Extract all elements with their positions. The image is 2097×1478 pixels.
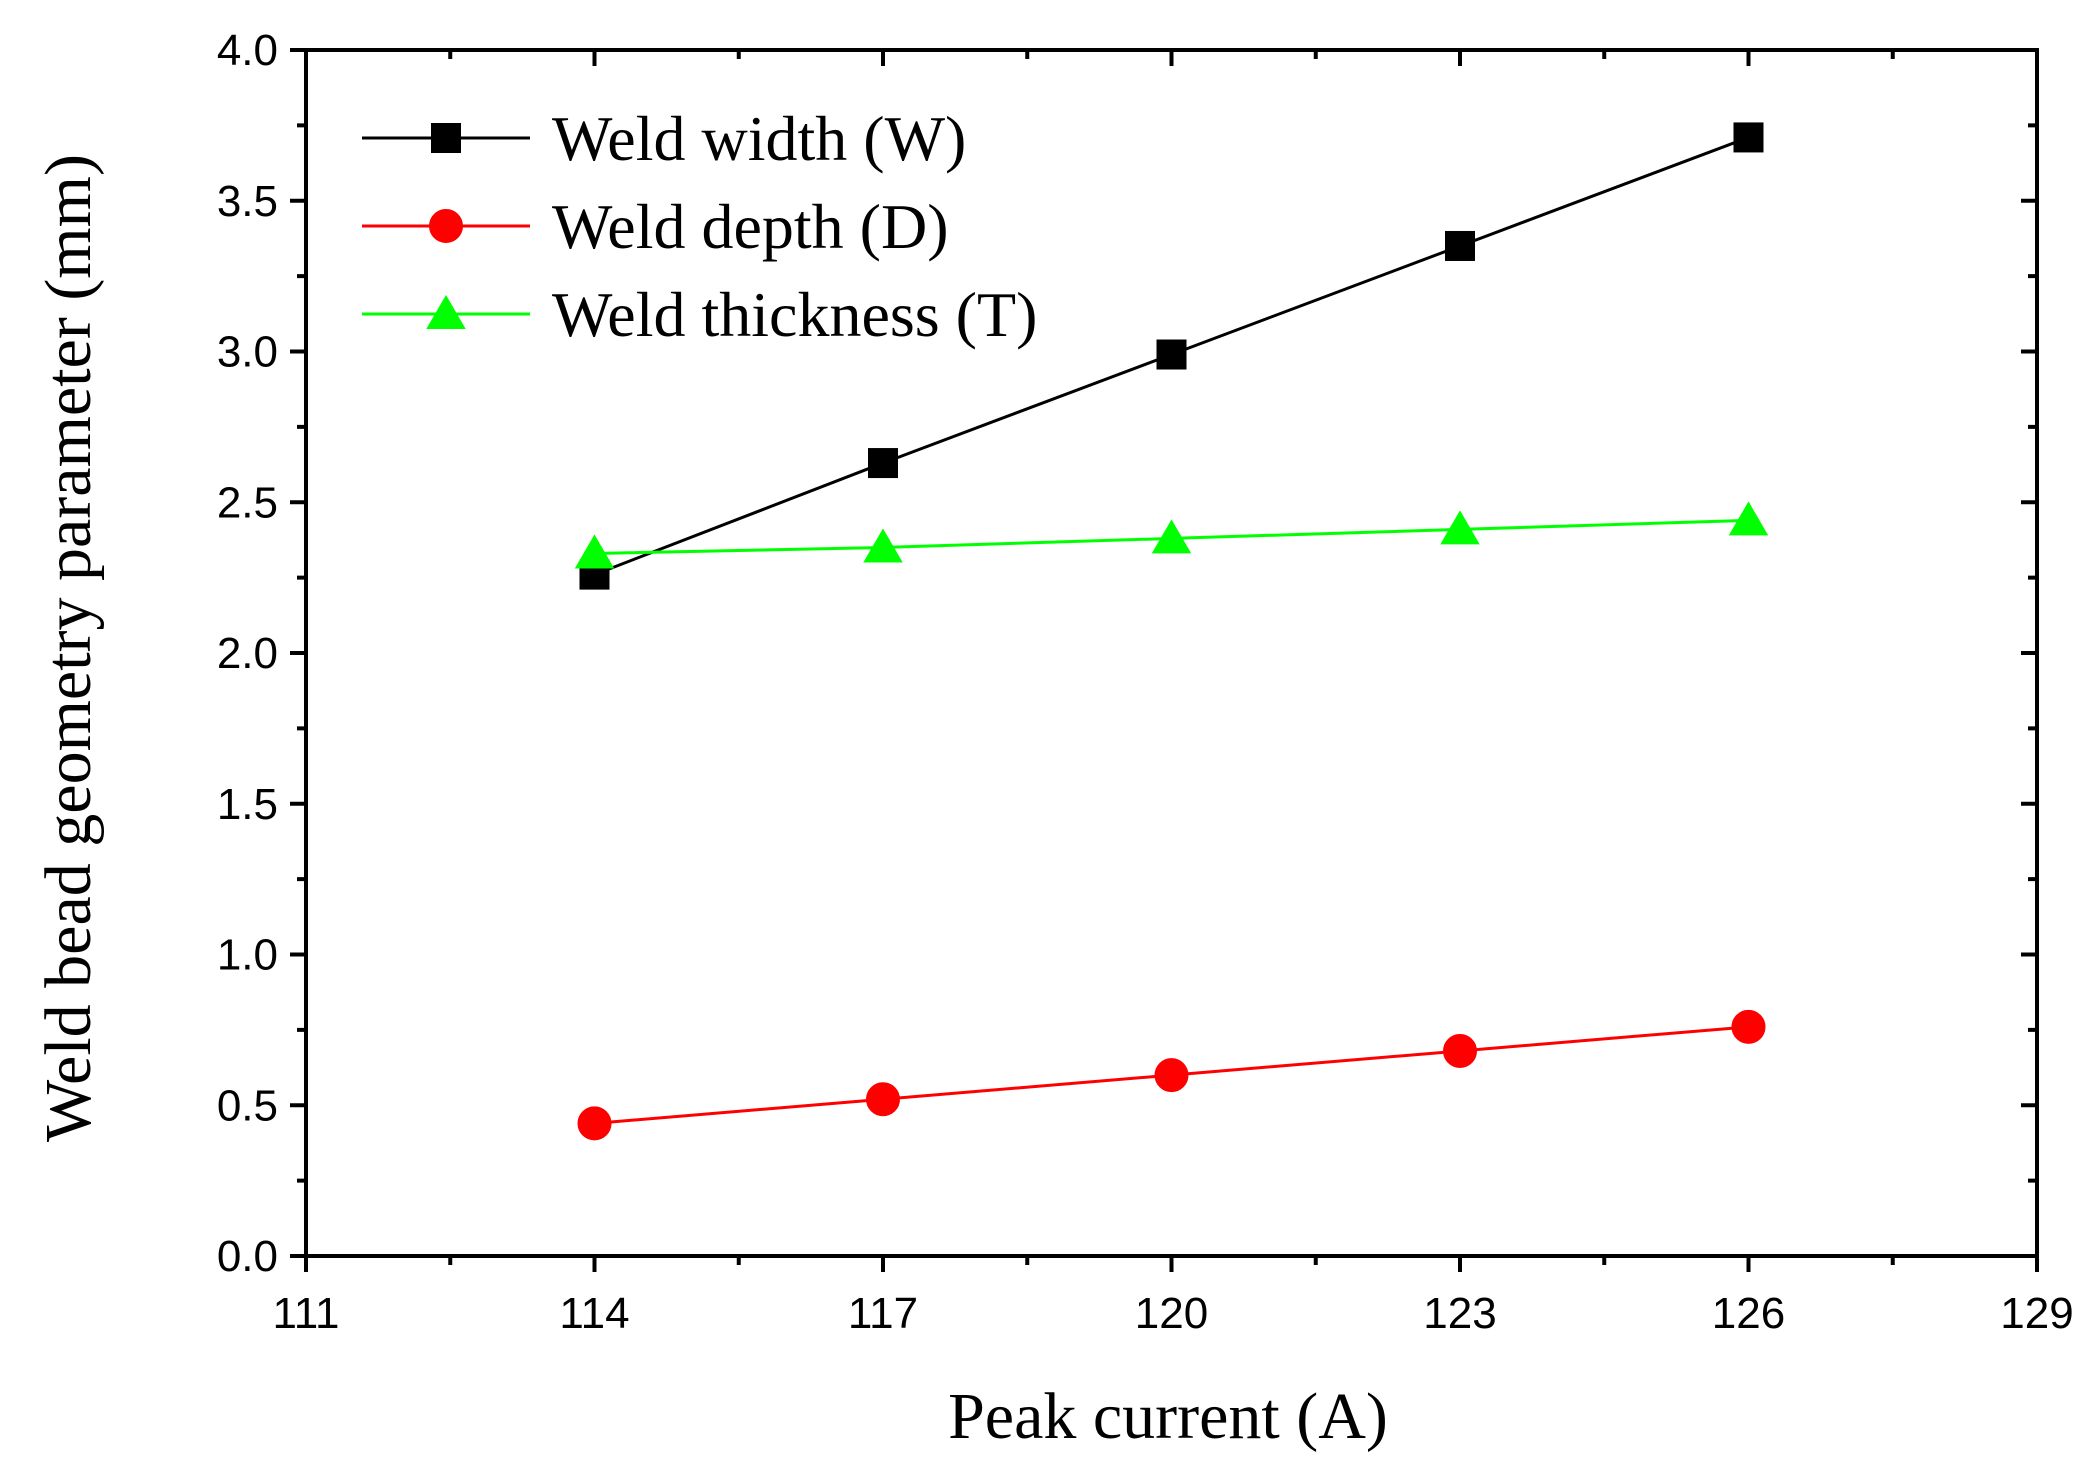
x-tick-label: 120 (1135, 1289, 1208, 1338)
data-point-series-2 (1154, 1058, 1189, 1093)
y-tick-label: 2.0 (217, 629, 278, 678)
legend-marker-2 (429, 209, 463, 243)
y-tick-label: 1.0 (217, 931, 278, 980)
data-point-series-3 (1728, 501, 1769, 536)
y-tick-label: 2.5 (217, 478, 278, 527)
y-tick-label: 1.5 (217, 780, 278, 829)
x-axis-title: Peak current (A) (948, 1380, 1388, 1453)
y-tick-label: 4.0 (217, 26, 278, 75)
x-tick-label: 123 (1423, 1289, 1496, 1338)
data-point-series-2 (577, 1106, 612, 1141)
y-tick-label: 3.0 (217, 328, 278, 377)
data-point-series-1 (1733, 122, 1764, 153)
y-tick-label: 0.5 (217, 1081, 278, 1130)
legend-label-3: Weld thickness (T) (552, 279, 1037, 350)
data-point-series-1 (868, 448, 898, 479)
data-point-series-3 (863, 528, 903, 563)
data-point-series-3 (1151, 519, 1192, 554)
data-point-series-2 (1731, 1009, 1766, 1044)
legend-label-2: Weld depth (D) (552, 191, 949, 262)
y-tick-label: 3.5 (217, 177, 278, 226)
y-tick-label: 0.0 (217, 1232, 278, 1281)
x-tick-label: 126 (1712, 1289, 1785, 1338)
x-tick-label: 117 (848, 1289, 918, 1338)
x-tick-label: 129 (2000, 1289, 2073, 1338)
data-point-series-2 (1443, 1033, 1477, 1068)
data-point-series-3 (1440, 510, 1480, 545)
data-point-series-1 (1445, 230, 1475, 261)
y-axis-title: Weld bead geometry parameter (mm) (32, 154, 105, 1142)
data-point-series-3 (574, 534, 615, 569)
data-point-series-2 (866, 1082, 900, 1117)
legend-marker-1 (431, 123, 461, 153)
legend-marker-3 (426, 295, 466, 329)
x-tick-label: 114 (559, 1289, 629, 1338)
data-point-series-1 (1156, 339, 1187, 370)
legend-label-1: Weld width (W) (552, 103, 966, 174)
x-tick-label: 111 (273, 1289, 340, 1338)
